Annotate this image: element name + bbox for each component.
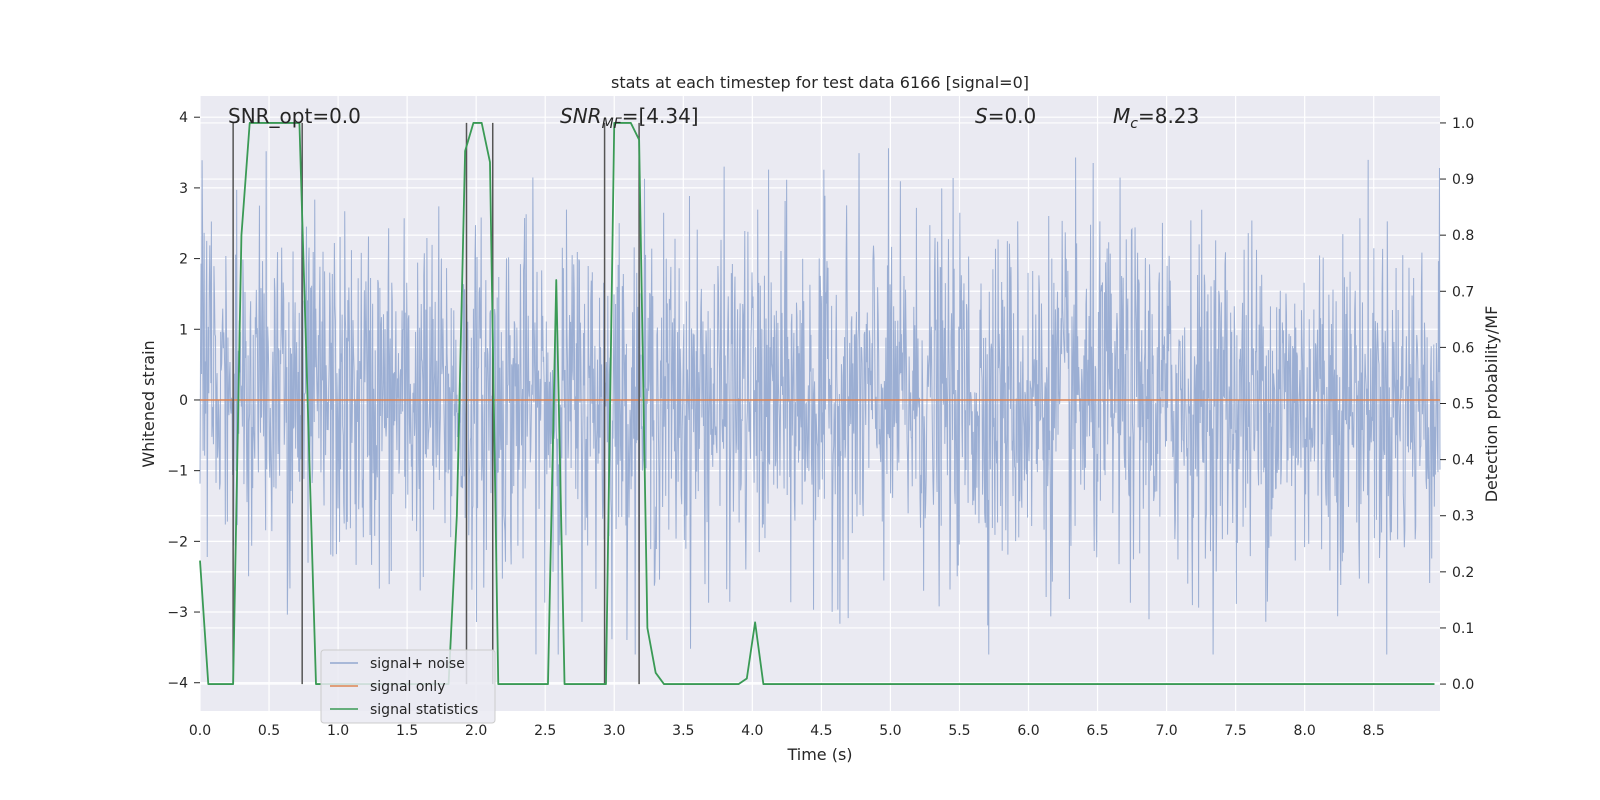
y-right-tick-label: 0.8 [1452,228,1474,244]
x-tick-label: 2.0 [465,723,487,739]
annotation-mc-subscript: c [1130,116,1138,132]
x-tick-label: 1.0 [327,723,349,739]
y-tick-label: −2 [167,534,188,550]
x-tick-label: 1.5 [396,723,418,739]
annotation-s-symbol: S [975,104,988,128]
x-tick-label: 4.5 [810,723,832,739]
x-tick-label: 6.0 [1017,723,1039,739]
x-tick-label: 0.0 [189,723,211,739]
y-tick-label: −4 [167,676,188,692]
axes: 0.0 0.5 1.0 1.5 2.0 2.5 3.0 3.5 4.0 4.5 5.0 5.5 6.0 6… [167,110,1474,739]
x-tick-label: 2.5 [534,723,556,739]
x-tick-label: 4.0 [741,723,763,739]
legend-label-signal-statistics: signal statistics [370,702,478,718]
line-signal-statistics [199,122,1435,685]
y-right-tick-label: 0.0 [1452,677,1474,693]
x-tick-label: 3.0 [603,723,625,739]
y-tick-label: 1 [179,322,188,338]
y-axis-label: Whitened strain [139,340,158,467]
series-signal-noise [199,148,1441,655]
x-tick-label: 8.5 [1363,723,1385,739]
annotation-snr-mf-value: =[4.34] [622,104,699,128]
series-signal-statistics [199,122,1435,685]
y-right-tick-label: 0.1 [1452,621,1474,637]
x-tick-label: 3.5 [672,723,694,739]
x-tick-label: 6.5 [1086,723,1108,739]
y-tick-label: 4 [179,110,188,126]
y-right-tick-label: 0.3 [1452,509,1474,525]
x-tick-label: 7.5 [1225,723,1247,739]
x-tick-label: 5.0 [879,723,901,739]
x-axis-label: Time (s) [786,745,852,764]
y-right-tick-label: 0.6 [1452,340,1474,356]
y-axis-right-label: Detection probability/MF [1482,306,1501,503]
y-tick-label: 0 [179,393,188,409]
annotation-snr-mf-symbol: SNR [560,104,602,128]
legend-label-signal-only: signal only [370,679,445,695]
y-right-tick-label: 0.2 [1452,565,1474,581]
vertical-markers [232,122,640,685]
annotation-s: S=0.0 [975,104,1036,128]
annotation-snr-mf: SNRMF=[4.34] [560,104,699,132]
chart-title: stats at each timestep for test data 616… [611,73,1029,92]
y-tick-label: −1 [167,464,188,480]
legend-box [320,649,496,724]
x-tick-label: 8.0 [1294,723,1316,739]
y-right-tick-label: 0.9 [1452,172,1474,188]
y-tick-label: 3 [179,181,188,197]
y-right-tick-label: 0.7 [1452,284,1474,300]
annotation-mc-value: =8.23 [1138,104,1199,128]
annotation-s-value: =0.0 [988,104,1037,128]
x-tick-label: 5.5 [948,723,970,739]
y-tick-label: 2 [179,252,188,268]
x-tick-label: 7.0 [1155,723,1177,739]
y-right-tick-label: 0.4 [1452,453,1474,469]
legend: signal+ noise signal only signal statist… [320,649,496,724]
x-tick-label: 0.5 [258,723,280,739]
y-tick-label: −3 [167,605,188,621]
y-right-tick-label: 1.0 [1452,116,1474,132]
annotation-snr-mf-subscript: MF [602,116,623,132]
line-signal-noise [199,148,1441,655]
annotation-mc-symbol: M [1113,104,1130,128]
legend-label-signal-noise: signal+ noise [370,656,465,672]
y-right-tick-label: 0.5 [1452,397,1474,413]
annotation-snr-opt: SNR_opt=0.0 [228,104,361,128]
annotation-mc: Mc=8.23 [1113,104,1199,132]
